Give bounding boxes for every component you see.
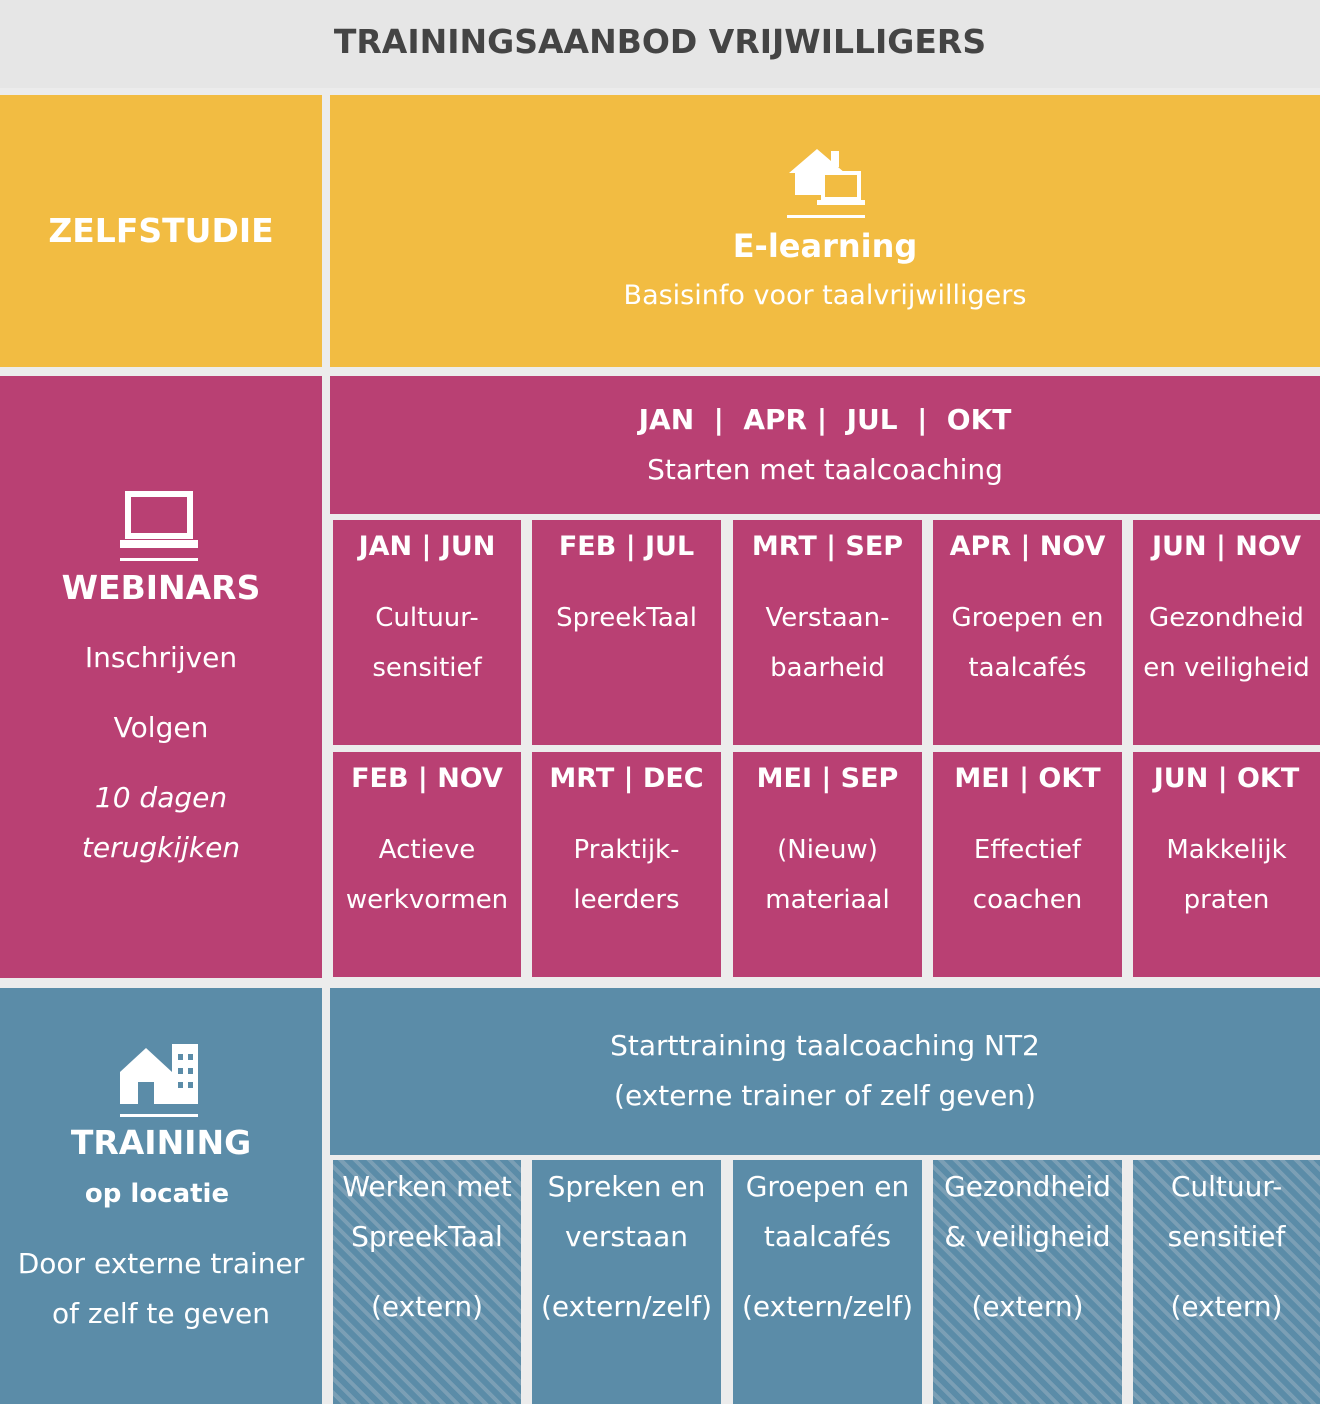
main-line: (externe trainer of zelf geven) [614, 1079, 1036, 1112]
course-cell: Werken met SpreekTaal (extern) [333, 1160, 521, 1404]
months: JAN | JUN [358, 531, 496, 562]
course-title: Werken met [342, 1170, 512, 1203]
label: WEBINARS [61, 568, 261, 607]
course-title: SpreekTaal [351, 1220, 503, 1253]
sublabel: op locatie [84, 1179, 230, 1209]
course-mode: (extern/zelf) [540, 1290, 713, 1323]
session-title: Cultuur- [375, 603, 479, 633]
session-title: coachen [972, 885, 1083, 915]
session-cell: APR | NOV Groepen en taalcafés [933, 520, 1122, 745]
buildings-icon [120, 1044, 198, 1117]
session-title: werkvormen [345, 885, 509, 915]
session-title: SpreekTaal [556, 603, 697, 633]
session-cell: MEI | SEP (Nieuw) materiaal [733, 752, 922, 977]
training-label-cell: TRAINING op locatie Door externe trainer… [0, 988, 322, 1404]
course-title: & veiligheid [944, 1220, 1111, 1253]
description: Door externe trainer [17, 1247, 305, 1280]
title: Starten met taalcoaching [647, 453, 1003, 486]
course-title: sensitief [1167, 1220, 1286, 1253]
months: MRT | DEC [549, 763, 704, 794]
line: Inschrijven [84, 641, 238, 674]
elearning-cell: E-learning Basisinfo voor taalvrijwillig… [330, 95, 1320, 367]
webinar-main-cell: JAN | APR | JUL | OKT Starten met taalco… [330, 376, 1320, 514]
webinars-label-cell: WEBINARS Inschrijven Volgen 10 dagen ter… [0, 376, 322, 978]
session-title: materiaal [765, 885, 890, 915]
home-laptop-icon [787, 149, 865, 218]
session-cell: FEB | NOV Actieve werkvormen [333, 752, 521, 977]
course-mode: (extern) [1170, 1290, 1283, 1323]
title: TRAININGSAANBOD VRIJWILLIGERS [333, 22, 987, 61]
session-cell: MEI | OKT Effectief coachen [933, 752, 1122, 977]
course-title: taalcafés [763, 1220, 892, 1253]
months: FEB | JUL [558, 531, 695, 562]
months: JUN | OKT [1153, 763, 1300, 794]
session-title: baarheid [770, 653, 885, 683]
session-cell: FEB | JUL SpreekTaal [532, 520, 721, 745]
session-title: Groepen en [951, 603, 1104, 633]
zelfstudie-label-cell: ZELFSTUDIE [0, 95, 322, 367]
session-title: en veiligheid [1143, 653, 1310, 683]
session-title: sensitief [372, 653, 482, 683]
description: of zelf te geven [52, 1297, 270, 1330]
months: JAN | APR | JUL | OKT [638, 403, 1012, 436]
course-cell: Groepen en taalcafés (extern/zelf) [733, 1160, 922, 1404]
session-cell: JUN | NOV Gezondheid en veiligheid [1133, 520, 1320, 745]
course-cell: Gezondheid & veiligheid (extern) [933, 1160, 1122, 1404]
session-title: Effectief [973, 835, 1082, 865]
session-cell: JUN | OKT Makkelijk praten [1133, 752, 1320, 977]
note: 10 dagen [94, 781, 228, 814]
training-main-cell: Starttraining taalcoaching NT2 (externe … [330, 988, 1320, 1155]
main-line: Starttraining taalcoaching NT2 [610, 1029, 1040, 1062]
session-title: leerders [573, 885, 680, 915]
months: MEI | SEP [756, 763, 899, 794]
course-mode: (extern/zelf) [741, 1290, 914, 1323]
months: MRT | SEP [751, 531, 904, 562]
course-cell: Cultuur-sensitief (extern) [1133, 1160, 1320, 1404]
session-title: Gezondheid [1149, 603, 1304, 633]
subtitle: Basisinfo voor taalvrijwilligers [623, 280, 1027, 311]
session-title: (Nieuw) [777, 835, 878, 865]
course-title: Spreken en [547, 1170, 706, 1203]
months: APR | NOV [949, 531, 1106, 562]
session-title: praten [1183, 885, 1270, 915]
session-cell: MRT | SEP Verstaan-baarheid [733, 520, 922, 745]
session-cell: JAN | JUN Cultuur-sensitief [333, 520, 521, 745]
title: E-learning [732, 227, 918, 265]
course-title: verstaan [565, 1220, 688, 1253]
label: TRAINING [70, 1123, 252, 1162]
session-title: Verstaan- [765, 603, 890, 633]
course-title: Groepen en [745, 1170, 910, 1203]
laptop-icon [120, 491, 198, 561]
session-title: Makkelijk [1166, 835, 1287, 865]
months: JUN | NOV [1152, 531, 1301, 562]
months: MEI | OKT [954, 763, 1101, 794]
line: Volgen [113, 711, 209, 744]
course-mode: (extern) [971, 1290, 1084, 1323]
session-title: Actieve [378, 835, 476, 865]
course-mode: (extern) [370, 1290, 484, 1323]
note: terugkijken [81, 831, 241, 864]
session-title: taalcafés [968, 653, 1087, 683]
course-title: Gezondheid [944, 1170, 1111, 1203]
session-cell: MRT | DEC Praktijk-leerders [532, 752, 721, 977]
course-title: Cultuur- [1170, 1170, 1283, 1203]
label: ZELFSTUDIE [48, 211, 274, 250]
months: FEB | NOV [351, 763, 503, 794]
header: TRAININGSAANBOD VRIJWILLIGERS [0, 0, 1320, 88]
session-title: Praktijk- [573, 835, 680, 865]
course-cell: Spreken en verstaan (extern/zelf) [532, 1160, 721, 1404]
